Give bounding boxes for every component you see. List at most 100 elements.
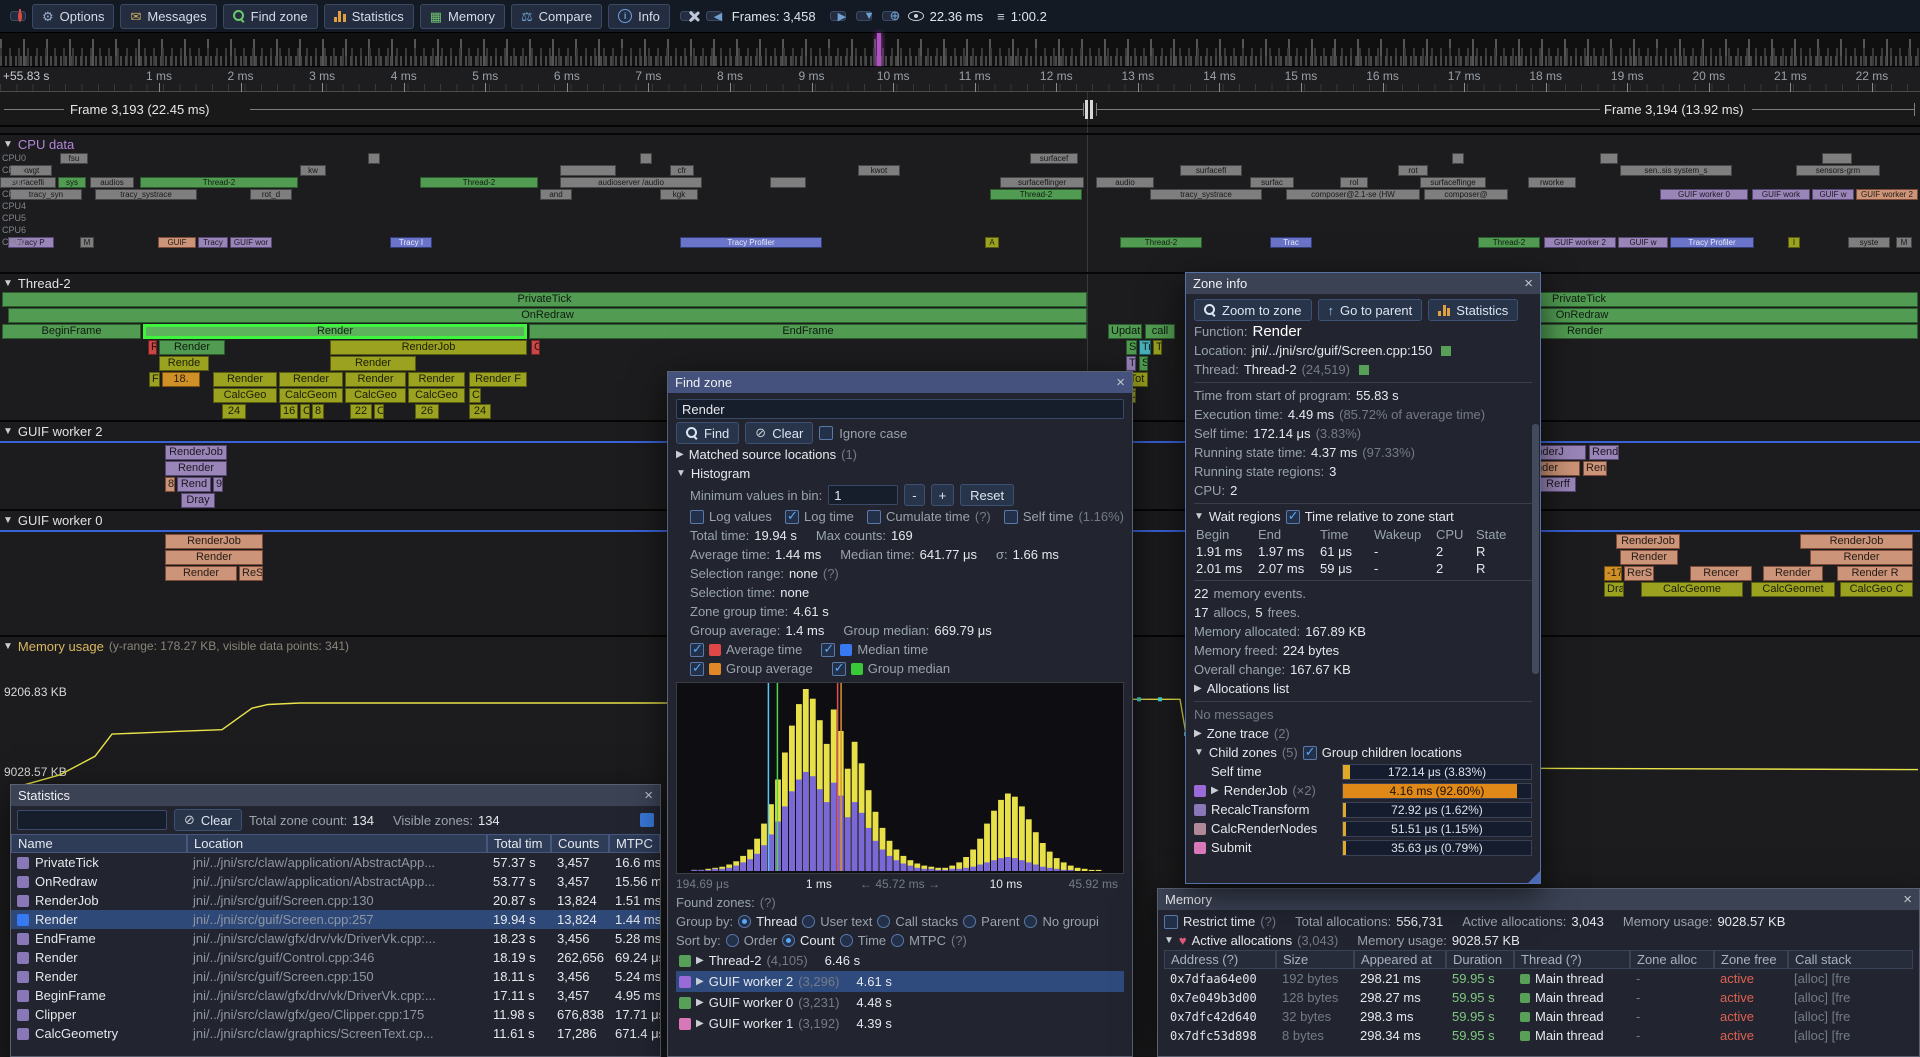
- cpu-zone[interactable]: kwot: [858, 165, 900, 176]
- cpu-zone[interactable]: surfacefli: [0, 177, 56, 188]
- find-zone-titlebar[interactable]: Find zone ×: [668, 372, 1132, 393]
- radio-off[interactable]: [839, 934, 853, 947]
- go-to-parent-button[interactable]: ↑ Go to parent: [1317, 299, 1423, 321]
- zoom-to-zone-button[interactable]: Zoom to zone: [1194, 299, 1312, 321]
- zone[interactable]: Dray: [181, 493, 215, 508]
- radio-off[interactable]: [1024, 915, 1038, 928]
- cpu-zone[interactable]: GUIF work: [1752, 189, 1810, 200]
- selected-frame-marker[interactable]: [877, 33, 881, 66]
- zone[interactable]: Render: [279, 372, 343, 387]
- radio-off[interactable]: [877, 915, 891, 928]
- collapse-toggle[interactable]: ▼: [3, 138, 13, 150]
- zone[interactable]: CalcGeo C: [1840, 582, 1913, 597]
- zone[interactable]: CalcGeo: [345, 388, 406, 403]
- zone[interactable]: C: [469, 388, 481, 403]
- cpu-zone[interactable]: [1822, 153, 1852, 164]
- cpu-zone[interactable]: GUIF worker 2: [1544, 237, 1616, 248]
- zone[interactable]: CalcGeomet: [1751, 582, 1835, 597]
- zone[interactable]: EndFrame: [529, 324, 1087, 339]
- cpu-zone[interactable]: GUIF w: [1618, 237, 1668, 248]
- wait-column-header[interactable]: End: [1258, 527, 1282, 542]
- cpu-zone[interactable]: sensors-grm: [1796, 165, 1880, 176]
- zone[interactable]: ReS: [239, 566, 263, 581]
- zone[interactable]: RenderJob: [165, 445, 227, 460]
- stats-column-header[interactable]: Name: [11, 834, 187, 853]
- frame-dropdown-button[interactable]: ▼: [855, 10, 875, 22]
- memory-column-header[interactable]: Duration: [1446, 950, 1514, 969]
- zone[interactable]: 26: [415, 404, 439, 419]
- memory-column-header[interactable]: Zone free: [1714, 950, 1788, 969]
- reset-button[interactable]: Reset: [960, 484, 1015, 506]
- cpu-zone[interactable]: GUIF: [158, 237, 196, 248]
- cpu-zone[interactable]: sys: [58, 177, 86, 188]
- radio-off[interactable]: [891, 934, 905, 947]
- wait-column-header[interactable]: Wakeup: [1374, 527, 1422, 542]
- zone[interactable]: Render: [213, 372, 277, 387]
- zone[interactable]: BeginFrame: [2, 324, 141, 339]
- zone[interactable]: Render: [408, 372, 465, 387]
- close-icon[interactable]: ×: [644, 787, 653, 804]
- memory-column-header[interactable]: Zone alloc: [1630, 950, 1714, 969]
- zone[interactable]: C: [300, 404, 310, 419]
- cpu-zone[interactable]: A: [985, 237, 999, 248]
- power-button[interactable]: [10, 10, 26, 22]
- cpu-zone[interactable]: Thread-2: [990, 189, 1082, 200]
- collapse-toggle[interactable]: ▶: [1211, 785, 1219, 796]
- thread-header[interactable]: ▼ Thread-2: [0, 274, 1920, 292]
- child-zone-row[interactable]: CalcRenderNodes 51.51 μs (1.15%): [1194, 819, 1532, 838]
- memory-button[interactable]: ▦ Memory: [419, 3, 505, 29]
- collapse-toggle[interactable]: ▶: [696, 1018, 704, 1029]
- zone[interactable]: C: [531, 340, 540, 355]
- zone[interactable]: Render: [1810, 550, 1913, 565]
- cpu-section-header[interactable]: ▼ CPU data: [0, 135, 1920, 153]
- stats-column-header[interactable]: Location: [187, 834, 487, 853]
- cpu-zone[interactable]: audio: [1096, 177, 1154, 188]
- zone[interactable]: F: [149, 372, 160, 387]
- zone[interactable]: Rende: [159, 356, 209, 371]
- cpu-zone[interactable]: composer@2.1-se (HW: [1286, 189, 1420, 200]
- memory-column-header[interactable]: Size: [1276, 950, 1354, 969]
- zone[interactable]: RerS: [1624, 566, 1654, 581]
- cpu-zone[interactable]: and: [540, 189, 572, 200]
- filter-zones-input[interactable]: [17, 810, 167, 830]
- zone[interactable]: 8: [165, 477, 175, 492]
- collapse-toggle[interactable]: ▼: [676, 468, 686, 479]
- cpu-zone[interactable]: surfaceflinge: [1420, 177, 1486, 188]
- cpu-zone[interactable]: kwgt: [10, 165, 52, 176]
- find-zone-histogram[interactable]: [676, 682, 1124, 874]
- zone[interactable]: OnRedraw: [8, 308, 1087, 323]
- collapse-toggle[interactable]: ▼: [1194, 511, 1204, 522]
- resize-grip[interactable]: [1528, 871, 1540, 883]
- radio-off[interactable]: [963, 915, 977, 928]
- zone[interactable]: RenderJob: [165, 534, 263, 549]
- min-bin-decrease-button[interactable]: -: [904, 484, 925, 506]
- cpu-zone[interactable]: cfr: [670, 165, 694, 176]
- zone[interactable]: R: [148, 340, 157, 355]
- cpu-zone[interactable]: kw: [300, 165, 326, 176]
- checkbox-checked[interactable]: [821, 641, 836, 657]
- zone[interactable]: Render: [1620, 550, 1678, 565]
- cpu-zone[interactable]: Tracy Profiler: [1670, 237, 1754, 248]
- checkbox-checked[interactable]: [1302, 744, 1317, 760]
- wait-column-header[interactable]: CPU: [1436, 527, 1464, 542]
- find-button[interactable]: Find: [676, 422, 740, 444]
- call-stack-cell[interactable]: [alloc] [fre: [1794, 990, 1851, 1005]
- zone[interactable]: Rend: [1589, 445, 1619, 460]
- zone[interactable]: S: [1139, 356, 1148, 371]
- cpu-zone[interactable]: [1452, 153, 1464, 164]
- checkbox-checked[interactable]: [690, 641, 704, 657]
- stats-column-header[interactable]: MTPC: [609, 834, 660, 853]
- checkbox-unchecked[interactable]: [1164, 914, 1178, 929]
- zone[interactable]: RenderJob: [1800, 534, 1913, 549]
- call-stack-cell[interactable]: [alloc] [fre: [1794, 1028, 1851, 1043]
- zone[interactable]: T: [1126, 356, 1136, 371]
- zone[interactable]: Render: [165, 566, 237, 581]
- radio-on[interactable]: [782, 934, 796, 947]
- zone[interactable]: PrivateTick: [2, 292, 1087, 307]
- close-icon[interactable]: ×: [1903, 891, 1912, 908]
- zone[interactable]: T: [1153, 340, 1162, 355]
- tools-button[interactable]: [679, 11, 696, 21]
- zone[interactable]: CalcGeo: [213, 388, 277, 403]
- call-stack-cell[interactable]: [alloc] [fre: [1794, 1009, 1851, 1024]
- child-zone-row[interactable]: ▶ RenderJob (×2) 4.16 ms (92.60%): [1194, 781, 1532, 800]
